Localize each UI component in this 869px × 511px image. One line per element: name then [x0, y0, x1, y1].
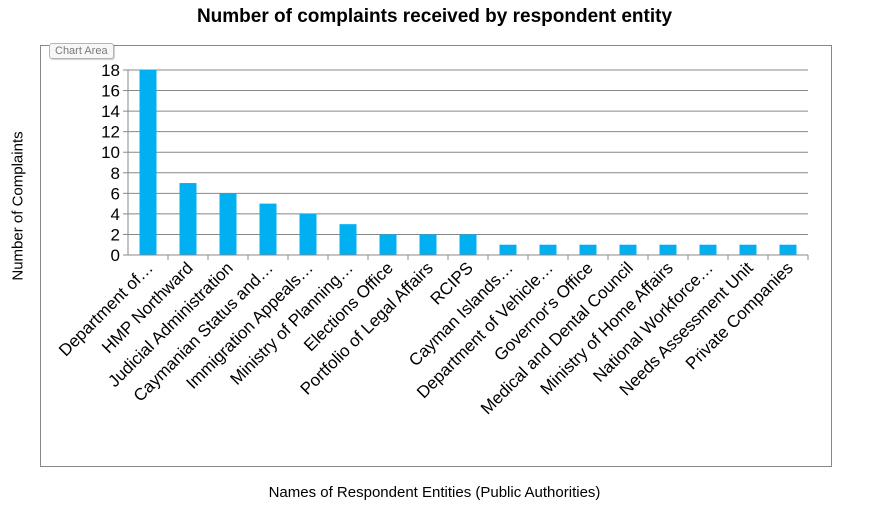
bar[interactable]	[259, 203, 277, 255]
y-tick-label: 14	[101, 102, 120, 121]
bar[interactable]	[219, 193, 237, 255]
y-tick-label: 0	[111, 246, 120, 265]
y-tick-label: 8	[111, 164, 120, 183]
y-tick-label: 18	[101, 61, 120, 80]
bar[interactable]	[539, 244, 557, 255]
bar[interactable]	[299, 213, 317, 255]
y-tick-label: 6	[111, 184, 120, 203]
chart-area-frame[interactable]	[40, 45, 832, 467]
y-tick-label: 4	[111, 205, 120, 224]
bar[interactable]	[379, 234, 397, 255]
bar[interactable]	[499, 244, 517, 255]
bar[interactable]	[339, 224, 357, 255]
bar[interactable]	[419, 234, 437, 255]
x-axis-label: Names of Respondent Entities (Public Aut…	[268, 484, 601, 501]
chart-area-tooltip: Chart Area	[49, 43, 114, 59]
bar[interactable]	[179, 183, 197, 255]
bars	[139, 70, 797, 255]
bar[interactable]	[739, 244, 757, 255]
bar[interactable]	[619, 244, 637, 255]
bar[interactable]	[139, 70, 157, 255]
bar[interactable]	[779, 244, 797, 255]
y-tick-label: 10	[101, 143, 120, 162]
bar[interactable]	[699, 244, 717, 255]
bar[interactable]	[459, 234, 477, 255]
axes	[123, 69, 809, 260]
chart-title: Number of complaints received by respond…	[196, 6, 673, 27]
y-tick-label: 2	[111, 225, 120, 244]
y-tick-label: 12	[101, 123, 120, 142]
y-tick-label: 16	[101, 82, 120, 101]
bar[interactable]	[659, 244, 677, 255]
bar[interactable]	[579, 244, 597, 255]
